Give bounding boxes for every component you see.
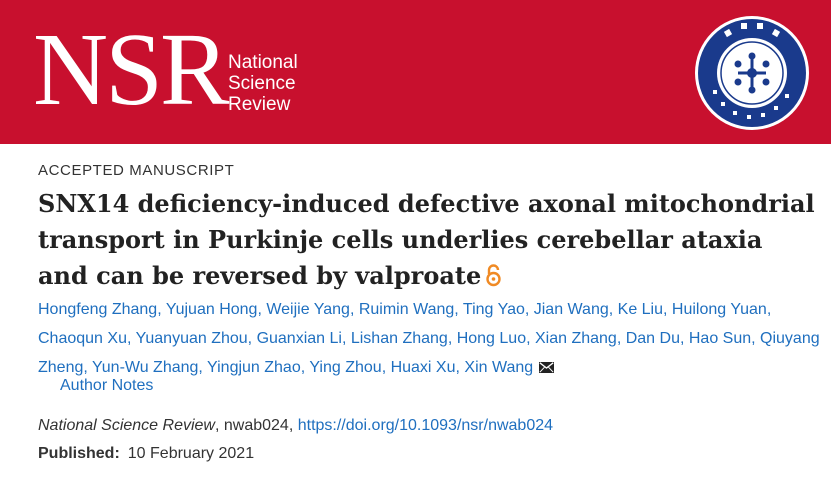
doi-link[interactable]: https://doi.org/10.1093/nsr/nwab024 — [297, 417, 554, 434]
published-date: 10 February 2021 — [127, 445, 255, 462]
published-line: Published: 10 February 2021 — [38, 445, 254, 463]
author-link[interactable]: Ke Liu — [617, 301, 664, 318]
author-link[interactable]: Ruimin Wang — [358, 301, 455, 318]
published-label: Published: — [38, 445, 120, 462]
author-link[interactable]: Huaxi Xu — [390, 359, 456, 376]
author-link[interactable]: Chaoqun Xu — [38, 330, 127, 347]
journal-title: National Science Review — [38, 417, 215, 434]
author-notes-link[interactable]: Author Notes — [60, 377, 154, 394]
author-link[interactable]: Yingjun Zhao — [207, 359, 301, 376]
cas-seal-icon — [695, 16, 809, 130]
article-title-text: SNX14 deficiency-induced defective axona… — [38, 189, 815, 290]
author-link[interactable]: Yuanyuan Zhou — [135, 330, 248, 347]
author-link[interactable]: Yujuan Hong — [165, 301, 258, 318]
author-link[interactable]: Weijie Yang — [266, 301, 350, 318]
author-link[interactable]: Yun-Wu Zhang — [91, 359, 199, 376]
envelope-icon[interactable] — [539, 362, 555, 373]
article-id: , nwab024, — [214, 417, 298, 434]
journal-name-line: National — [228, 52, 298, 73]
citation-line: National Science Review, nwab024, https:… — [38, 417, 553, 435]
author-link[interactable]: Huilong Yuan — [671, 301, 767, 318]
author-link[interactable]: Xin Wang — [464, 359, 534, 376]
author-link[interactable]: Xian Zhang — [534, 330, 617, 347]
author-link[interactable]: Lishan Zhang — [350, 330, 448, 347]
open-access-icon — [486, 264, 501, 287]
author-link[interactable]: Ying Zhou — [309, 359, 382, 376]
author-link[interactable]: Jian Wang — [533, 301, 609, 318]
journal-name: National Science Review — [228, 52, 298, 115]
author-link[interactable]: Hong Luo — [456, 330, 527, 347]
author-list: Hongfeng Zhang, Yujuan Hong, Weijie Yang… — [38, 301, 820, 376]
author-link[interactable]: Qiuyang Zheng — [38, 330, 820, 376]
article-title: SNX14 deficiency-induced defective axona… — [38, 186, 818, 294]
journal-banner: NSR National Science Review — [0, 0, 831, 144]
author-link[interactable]: Dan Du — [625, 330, 680, 347]
author-link[interactable]: Guanxian Li — [256, 330, 342, 347]
journal-name-line: Review — [228, 94, 291, 115]
journal-name-line: Science — [228, 73, 296, 94]
author-link[interactable]: Hao Sun — [688, 330, 752, 347]
nsr-logo[interactable]: NSR — [33, 12, 229, 127]
article-type-label: ACCEPTED MANUSCRIPT — [38, 162, 235, 179]
author-link[interactable]: Hongfeng Zhang — [38, 301, 158, 318]
author-link[interactable]: Ting Yao — [462, 301, 525, 318]
